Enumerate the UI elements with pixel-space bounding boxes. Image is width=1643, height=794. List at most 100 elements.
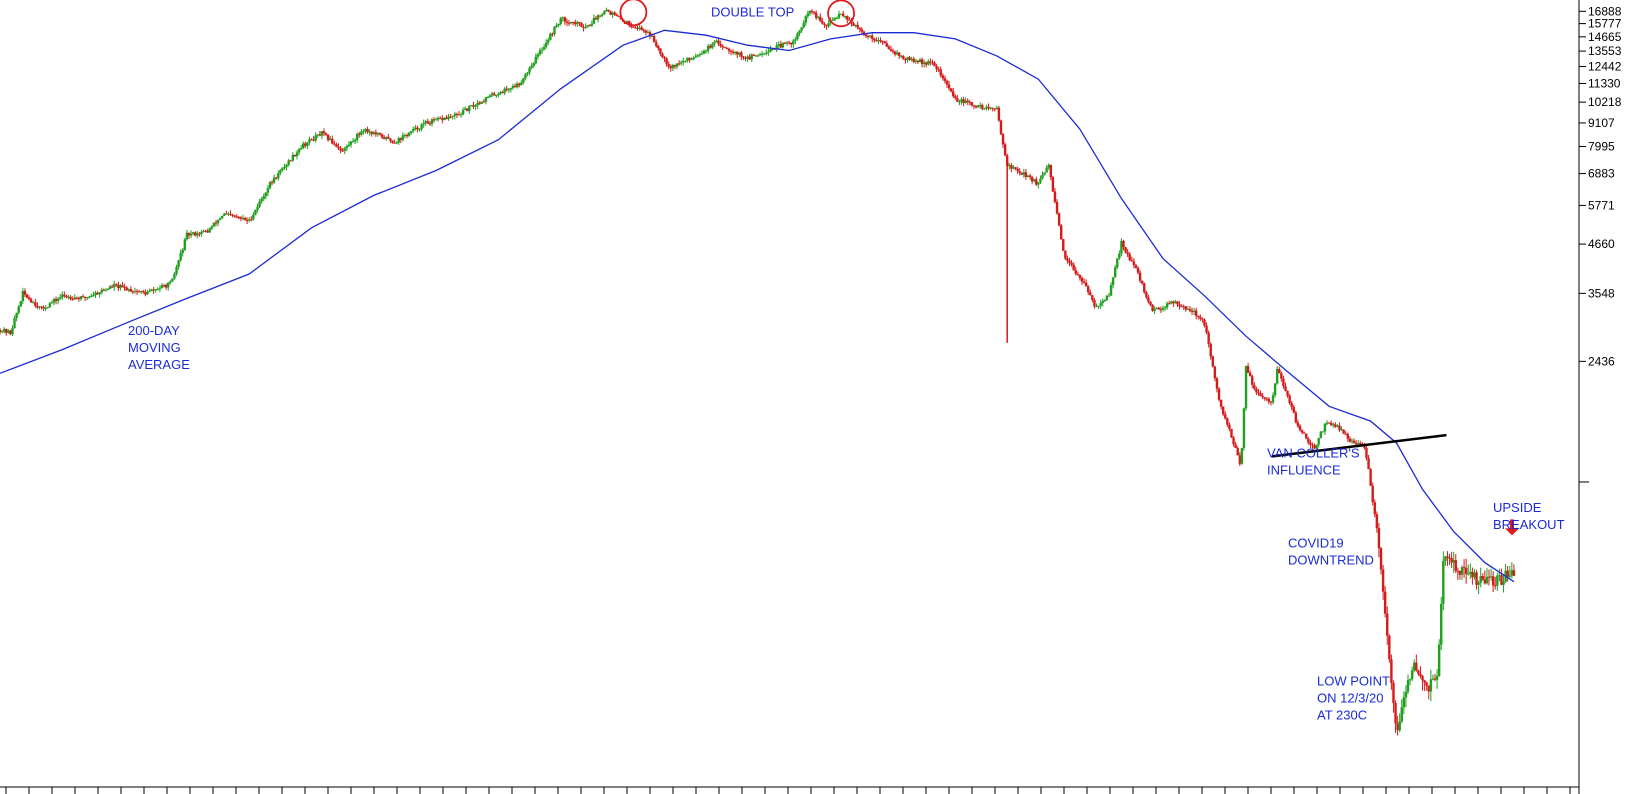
candle-body bbox=[1502, 581, 1505, 585]
candle-body bbox=[790, 42, 793, 45]
candle-body bbox=[75, 297, 79, 299]
candle-body bbox=[586, 25, 589, 27]
candle-body bbox=[694, 56, 697, 58]
candle-body bbox=[1477, 582, 1480, 585]
candle-body bbox=[1398, 721, 1401, 731]
candle-body bbox=[1157, 307, 1161, 310]
candle-body bbox=[833, 17, 837, 20]
candle-body bbox=[1230, 428, 1233, 438]
candle-body bbox=[108, 286, 112, 290]
candle-body bbox=[810, 11, 814, 13]
candle-body bbox=[486, 97, 490, 99]
candle-body bbox=[1242, 408, 1246, 448]
candle-body bbox=[657, 45, 660, 49]
candle-body bbox=[1149, 301, 1152, 305]
candle-body bbox=[1317, 438, 1320, 445]
y-tick-label: 14665 bbox=[1588, 30, 1622, 44]
candle-body bbox=[898, 52, 901, 56]
candle-body bbox=[601, 14, 604, 16]
candle-body bbox=[883, 41, 886, 44]
candle-body bbox=[1311, 444, 1314, 446]
candle-body bbox=[1315, 444, 1318, 449]
candle-body bbox=[56, 298, 60, 301]
candle-body bbox=[841, 13, 845, 17]
candle-body bbox=[914, 60, 918, 62]
candle-body bbox=[792, 40, 795, 45]
candle-body bbox=[976, 105, 980, 108]
candle-body bbox=[821, 21, 824, 24]
candle-body bbox=[212, 222, 216, 227]
candle-body bbox=[1155, 307, 1158, 310]
candle-body bbox=[1024, 172, 1028, 178]
candle-body bbox=[1072, 264, 1075, 271]
candle-body bbox=[1329, 422, 1333, 426]
candle-body bbox=[376, 133, 380, 135]
candle-body bbox=[1033, 179, 1036, 182]
candle-body bbox=[931, 62, 934, 64]
candle-body bbox=[968, 101, 972, 103]
candle-body bbox=[434, 119, 438, 121]
candle-body bbox=[420, 124, 423, 130]
candle-body bbox=[264, 192, 268, 197]
candle-body bbox=[148, 291, 151, 293]
candle-body bbox=[927, 61, 930, 65]
candle-body bbox=[1302, 432, 1306, 434]
annotation-text: LOW POINT bbox=[1317, 674, 1390, 689]
candle-body bbox=[5, 328, 8, 333]
candle-body bbox=[524, 74, 527, 79]
candle-body bbox=[299, 148, 303, 150]
candle-body bbox=[1070, 262, 1073, 265]
candle-body bbox=[7, 330, 10, 333]
candle-body bbox=[1352, 440, 1356, 443]
candle-body bbox=[104, 289, 108, 291]
candle-body bbox=[21, 291, 25, 302]
candle-body bbox=[528, 67, 531, 73]
candle-body bbox=[1066, 258, 1069, 261]
candle-body bbox=[484, 97, 488, 102]
candle-body bbox=[972, 105, 976, 107]
candle-body bbox=[416, 127, 419, 130]
candle-body bbox=[1417, 670, 1420, 674]
candle-body bbox=[1089, 292, 1092, 296]
candle-body bbox=[169, 281, 172, 283]
candle-body bbox=[92, 295, 95, 297]
candle-body bbox=[854, 24, 857, 26]
candle-body bbox=[1145, 292, 1148, 298]
candle-body bbox=[447, 116, 450, 120]
y-tick-label: 3548 bbox=[1588, 286, 1615, 300]
candle-body bbox=[1003, 144, 1007, 156]
candle-body bbox=[1390, 659, 1393, 683]
candle-body bbox=[1282, 378, 1285, 387]
candle-body bbox=[827, 23, 830, 27]
candle-body bbox=[439, 117, 442, 119]
candle-body bbox=[598, 15, 602, 17]
candle-body bbox=[1130, 259, 1134, 262]
candle-body bbox=[571, 21, 575, 23]
candle-body bbox=[1273, 383, 1277, 396]
candle-body bbox=[1190, 310, 1194, 312]
candle-body bbox=[351, 141, 355, 143]
candle-body bbox=[802, 22, 805, 28]
candle-body bbox=[1354, 442, 1358, 445]
candle-body bbox=[929, 61, 932, 63]
candle-body bbox=[50, 302, 54, 304]
candle-body bbox=[1113, 267, 1117, 278]
candle-body bbox=[1128, 254, 1131, 260]
candle-body bbox=[615, 14, 618, 16]
candle-body bbox=[1068, 260, 1071, 263]
annotation-text: 200-DAY bbox=[128, 323, 180, 338]
candle-body bbox=[167, 282, 170, 288]
candle-body bbox=[956, 98, 959, 102]
candle-body bbox=[1170, 301, 1173, 304]
candle-body bbox=[225, 213, 228, 215]
annotation-text: AVERAGE bbox=[128, 357, 190, 372]
candle-body bbox=[717, 40, 720, 44]
candle-body bbox=[115, 284, 118, 286]
candle-body bbox=[13, 318, 16, 329]
candle-body bbox=[358, 133, 361, 135]
candle-body bbox=[1369, 469, 1372, 486]
double-top-circle bbox=[619, 0, 648, 27]
candle-body bbox=[1494, 585, 1497, 587]
candle-body bbox=[1435, 675, 1439, 680]
candle-body bbox=[1394, 702, 1397, 724]
